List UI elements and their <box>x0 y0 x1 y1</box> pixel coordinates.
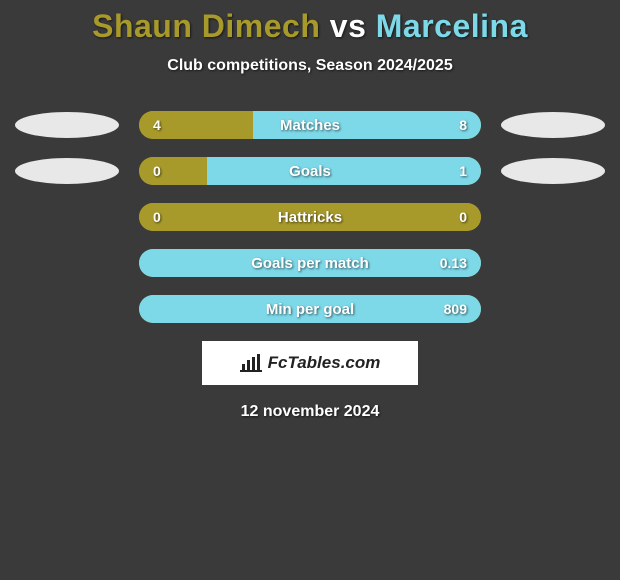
logo-box: FcTables.com <box>202 341 418 385</box>
comparison-infographic: Shaun Dimech vs Marcelina Club competiti… <box>0 0 620 421</box>
value-left: 0 <box>153 157 161 185</box>
stat-bar: 48Matches <box>139 111 481 139</box>
spacer <box>15 296 119 322</box>
logo-text: FcTables.com <box>268 353 381 373</box>
stat-bar: 00Hattricks <box>139 203 481 231</box>
stat-row: 809Min per goal <box>0 295 620 323</box>
page-title: Shaun Dimech vs Marcelina <box>0 8 620 45</box>
value-right: 809 <box>444 295 467 323</box>
bar-segment-right <box>139 249 481 277</box>
bar-segment-right <box>207 157 481 185</box>
player1-marker <box>15 112 119 138</box>
stat-bar: 0.13Goals per match <box>139 249 481 277</box>
stat-row: 00Hattricks <box>0 203 620 231</box>
spacer <box>501 250 605 276</box>
spacer <box>15 250 119 276</box>
player2-marker <box>501 112 605 138</box>
stat-row: 0.13Goals per match <box>0 249 620 277</box>
bar-segment-right <box>139 295 481 323</box>
spacer <box>501 204 605 230</box>
logo: FcTables.com <box>240 353 381 373</box>
value-left: 0 <box>153 203 161 231</box>
stat-bar: 809Min per goal <box>139 295 481 323</box>
player2-marker <box>501 158 605 184</box>
spacer <box>501 296 605 322</box>
value-right: 8 <box>459 111 467 139</box>
bar-chart-icon <box>240 354 262 372</box>
value-right: 0 <box>459 203 467 231</box>
bar-segment-left <box>139 203 481 231</box>
title-player1: Shaun Dimech <box>92 8 320 44</box>
stat-row: 48Matches <box>0 111 620 139</box>
stat-rows: 48Matches01Goals00Hattricks0.13Goals per… <box>0 111 620 323</box>
player1-marker <box>15 158 119 184</box>
value-right: 1 <box>459 157 467 185</box>
value-left: 4 <box>153 111 161 139</box>
bar-segment-left <box>139 157 207 185</box>
title-vs: vs <box>330 8 367 44</box>
spacer <box>15 204 119 230</box>
value-right: 0.13 <box>440 249 467 277</box>
date: 12 november 2024 <box>0 403 620 421</box>
stat-bar: 01Goals <box>139 157 481 185</box>
subtitle: Club competitions, Season 2024/2025 <box>0 57 620 75</box>
title-player2: Marcelina <box>376 8 528 44</box>
bar-segment-right <box>253 111 481 139</box>
stat-row: 01Goals <box>0 157 620 185</box>
